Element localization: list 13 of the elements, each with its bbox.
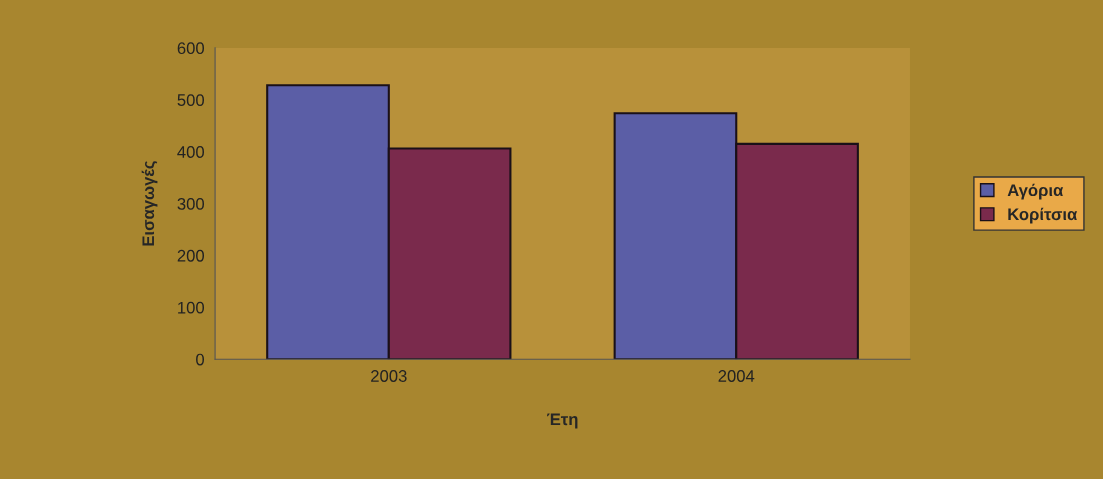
y-tick-label: 400 <box>177 146 205 158</box>
x-tick-label: 2004 <box>718 370 755 382</box>
y-tick-label: 0 <box>196 353 205 366</box>
y-axis-title: Εισαγωγές <box>141 161 158 246</box>
y-tick-label: 200 <box>177 249 205 262</box>
y-tick-label: 500 <box>177 94 205 106</box>
y-tick-label: 100 <box>178 301 205 314</box>
legend-label: Αγόρια <box>1007 183 1064 200</box>
legend-label: Κορίτσια <box>1008 207 1078 224</box>
x-axis-title: Έτη <box>546 413 578 429</box>
y-tick-label: 300 <box>177 197 205 210</box>
y-tick-label: 600 <box>177 42 205 55</box>
x-tick-label: 2003 <box>371 370 407 382</box>
